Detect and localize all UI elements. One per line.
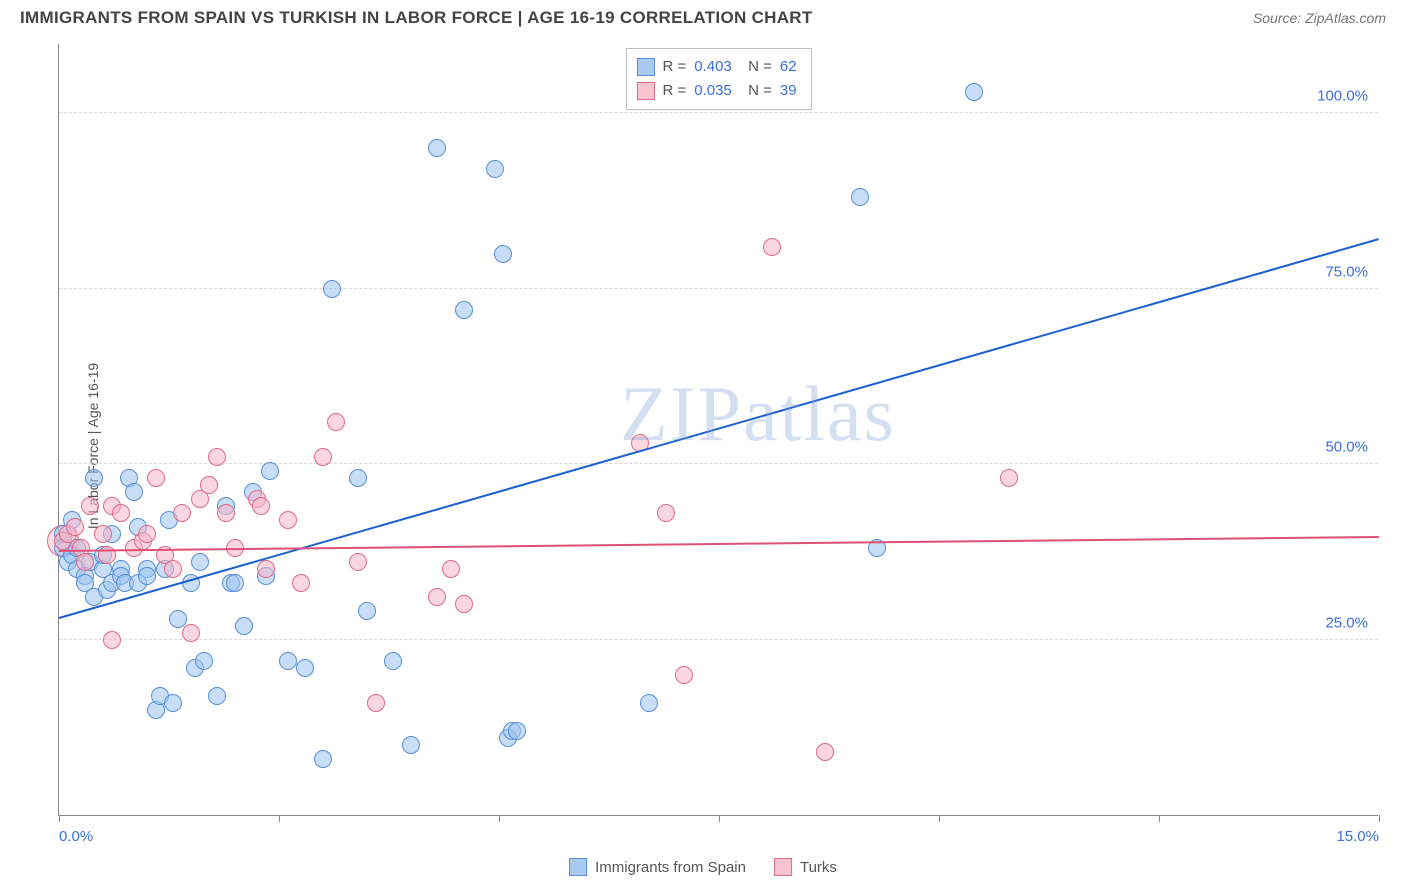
scatter-point bbox=[235, 617, 253, 635]
scatter-point bbox=[486, 160, 504, 178]
scatter-point bbox=[257, 560, 275, 578]
scatter-point bbox=[367, 694, 385, 712]
swatch-turks bbox=[774, 858, 792, 876]
scatter-point bbox=[164, 560, 182, 578]
scatter-point bbox=[138, 525, 156, 543]
scatter-point bbox=[279, 652, 297, 670]
scatter-point bbox=[455, 595, 473, 613]
scatter-point bbox=[112, 504, 130, 522]
y-tick-label: 25.0% bbox=[1325, 614, 1368, 631]
gridline bbox=[59, 463, 1378, 464]
series-legend: Immigrants from Spain Turks bbox=[569, 858, 837, 876]
scatter-point bbox=[85, 469, 103, 487]
gridline bbox=[59, 112, 1378, 113]
legend-item-spain: Immigrants from Spain bbox=[569, 858, 746, 876]
scatter-point bbox=[384, 652, 402, 670]
gridline bbox=[59, 639, 1378, 640]
x-tick bbox=[59, 815, 60, 822]
x-tick bbox=[279, 815, 280, 822]
scatter-point bbox=[455, 301, 473, 319]
scatter-point bbox=[349, 469, 367, 487]
chart-title: IMMIGRANTS FROM SPAIN VS TURKISH IN LABO… bbox=[20, 8, 813, 28]
scatter-point bbox=[173, 504, 191, 522]
scatter-point bbox=[494, 245, 512, 263]
x-tick bbox=[939, 815, 940, 822]
scatter-point bbox=[402, 736, 420, 754]
scatter-point bbox=[182, 624, 200, 642]
scatter-point bbox=[208, 687, 226, 705]
legend-item-turks: Turks bbox=[774, 858, 837, 876]
scatter-point bbox=[851, 188, 869, 206]
scatter-point bbox=[66, 518, 84, 536]
scatter-point bbox=[261, 462, 279, 480]
scatter-point bbox=[640, 694, 658, 712]
scatter-point bbox=[1000, 469, 1018, 487]
scatter-point bbox=[358, 602, 376, 620]
scatter-point bbox=[191, 553, 209, 571]
scatter-point bbox=[147, 469, 165, 487]
scatter-point bbox=[81, 497, 99, 515]
y-tick-label: 75.0% bbox=[1325, 263, 1368, 280]
scatter-point bbox=[508, 722, 526, 740]
legend-label-turks: Turks bbox=[800, 859, 837, 876]
scatter-point bbox=[349, 553, 367, 571]
x-tick bbox=[499, 815, 500, 822]
scatter-point bbox=[200, 476, 218, 494]
scatter-point bbox=[252, 497, 270, 515]
swatch-turks bbox=[636, 82, 654, 100]
swatch-spain bbox=[636, 58, 654, 76]
gridline bbox=[59, 288, 1378, 289]
x-tick-label: 15.0% bbox=[1336, 828, 1379, 845]
correlation-legend: R = 0.403 N = 62 R = 0.035 N = 39 bbox=[625, 48, 811, 110]
scatter-point bbox=[816, 743, 834, 761]
scatter-point bbox=[296, 659, 314, 677]
scatter-point bbox=[965, 83, 983, 101]
x-tick-label: 0.0% bbox=[59, 828, 93, 845]
scatter-point bbox=[76, 553, 94, 571]
scatter-point bbox=[675, 666, 693, 684]
y-tick-label: 50.0% bbox=[1325, 439, 1368, 456]
trend-line bbox=[59, 536, 1379, 552]
scatter-point bbox=[226, 574, 244, 592]
legend-label-spain: Immigrants from Spain bbox=[595, 859, 746, 876]
scatter-point bbox=[279, 511, 297, 529]
scatter-point bbox=[657, 504, 675, 522]
scatter-point bbox=[125, 483, 143, 501]
scatter-point bbox=[292, 574, 310, 592]
scatter-point bbox=[428, 139, 446, 157]
x-tick bbox=[719, 815, 720, 822]
scatter-point bbox=[442, 560, 460, 578]
legend-row-turks: R = 0.035 N = 39 bbox=[636, 79, 796, 103]
scatter-point bbox=[103, 631, 121, 649]
trend-line bbox=[59, 238, 1380, 619]
x-tick bbox=[1379, 815, 1380, 822]
scatter-point bbox=[763, 238, 781, 256]
y-tick-label: 100.0% bbox=[1317, 88, 1368, 105]
scatter-point bbox=[208, 448, 226, 466]
scatter-point bbox=[314, 750, 332, 768]
scatter-plot: ZIPatlas R = 0.403 N = 62 R = 0.035 N = … bbox=[58, 44, 1378, 816]
swatch-spain bbox=[569, 858, 587, 876]
chart-container: In Labor Force | Age 16-19 ZIPatlas R = … bbox=[20, 38, 1386, 888]
scatter-point bbox=[327, 413, 345, 431]
scatter-point bbox=[323, 280, 341, 298]
scatter-point bbox=[164, 694, 182, 712]
scatter-point bbox=[428, 588, 446, 606]
scatter-point bbox=[314, 448, 332, 466]
source-attribution: Source: ZipAtlas.com bbox=[1253, 10, 1386, 26]
scatter-point bbox=[138, 567, 156, 585]
legend-row-spain: R = 0.403 N = 62 bbox=[636, 55, 796, 79]
scatter-point bbox=[195, 652, 213, 670]
scatter-point bbox=[94, 525, 112, 543]
scatter-point bbox=[217, 504, 235, 522]
x-tick bbox=[1159, 815, 1160, 822]
